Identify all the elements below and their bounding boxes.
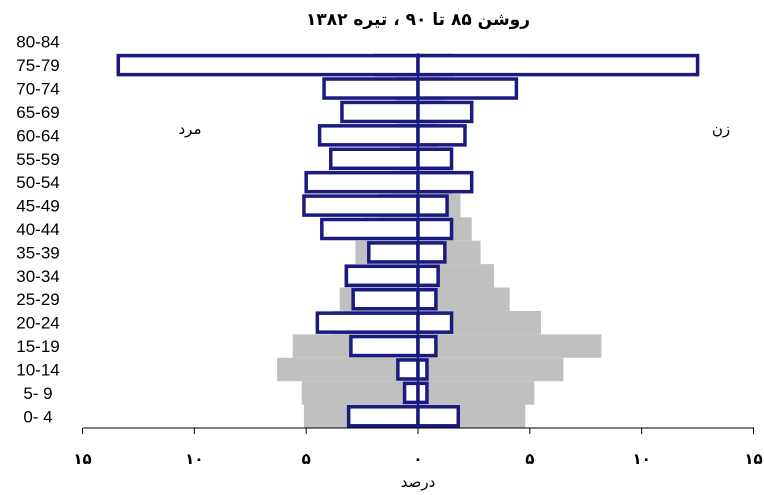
bar-outline-female-25-29 <box>416 287 438 311</box>
x-tick-label: ۰ <box>413 450 422 468</box>
y-tick-label: 65-69 <box>16 103 59 122</box>
y-tick-label: 25-29 <box>16 290 59 309</box>
bar-gray-male-10-14 <box>277 357 418 382</box>
bar-outline-male-65-69 <box>340 100 420 124</box>
bar-outline-male-50-54 <box>304 170 420 194</box>
y-tick-label: 0- 4 <box>23 407 52 426</box>
bar-outline-male-15-19 <box>349 334 420 358</box>
y-ticks: 0- 4 5- 9 10-14 15-19 20-24 25-29 30-34 35-39 40… <box>16 33 59 427</box>
bar-gray-female-10-14 <box>418 357 564 382</box>
bar-outline-female-30-34 <box>416 264 440 288</box>
left-side-label: مرد <box>179 120 202 138</box>
bar-outline-male-70-74 <box>322 77 420 100</box>
bar-outline-female-15-19 <box>416 334 438 358</box>
bar-outline-female-35-39 <box>416 241 447 264</box>
y-tick-label: 45-49 <box>16 197 59 216</box>
bar-outline-male-40-44 <box>320 217 420 241</box>
y-tick-label: 60-64 <box>16 126 59 145</box>
y-tick-label: 70-74 <box>16 80 59 99</box>
y-tick-label: 55-59 <box>16 150 59 169</box>
bar-outline-male-25-29 <box>351 287 420 311</box>
y-tick-label: 75-79 <box>16 56 59 75</box>
x-ticks: ۱۵ ۱۰ ۵ ۰ ۵ ۱۰ ۱۵ <box>73 428 763 468</box>
y-tick-label: 5- 9 <box>23 384 52 403</box>
bar-outline-male-35-39 <box>367 241 420 264</box>
bar-gray-female-25-29 <box>418 287 510 311</box>
bar-outline-female-70-74 <box>416 77 519 100</box>
y-tick-label: 10-14 <box>16 360 59 379</box>
y-tick-label: 35-39 <box>16 243 59 262</box>
x-tick-label: ۱۵ <box>744 450 762 468</box>
y-tick-label: 20-24 <box>16 314 59 333</box>
bar-outline-female-65-69 <box>416 100 474 124</box>
x-tick-label: ۵ <box>302 450 311 468</box>
y-tick-label: 80-84 <box>16 33 59 52</box>
y-tick-label: 40-44 <box>16 220 59 239</box>
bar-outline-female-55-59 <box>416 147 454 171</box>
x-tick-label: ۵ <box>525 450 534 468</box>
bar-gray-female-5-9 <box>418 381 535 405</box>
bar-outline-female-10-14 <box>416 358 429 381</box>
bar-outline-male-0-4 <box>346 405 420 428</box>
right-side-label: زن <box>712 120 730 138</box>
bar-outline-female-75-79 <box>416 53 700 77</box>
bar-outline-male-55-59 <box>329 147 420 171</box>
bar-outline-female-20-24 <box>416 311 454 334</box>
bar-outline-female-0-4 <box>416 405 461 428</box>
x-tick-label: ۱۰ <box>185 450 203 468</box>
bar-gray-female-15-19 <box>418 334 602 358</box>
x-tick-label: ۱۵ <box>73 450 91 468</box>
bar-outline-male-30-34 <box>344 264 420 288</box>
chart-title: روشن ۸۵ تا ۹۰ ، تیره ۱۳۸۲ <box>306 10 530 30</box>
y-tick-label: 30-34 <box>16 267 59 286</box>
bar-gray-male-5-9 <box>301 381 418 405</box>
bar-outline-female-5-9 <box>416 381 429 405</box>
bar-outline-male-20-24 <box>315 311 420 334</box>
bar-outline-female-40-44 <box>416 217 454 241</box>
x-tick-label: ۱۰ <box>633 450 651 468</box>
x-axis-label: درصد <box>401 473 436 491</box>
bar-outline-female-50-54 <box>416 170 474 194</box>
bar-outline-female-45-49 <box>416 194 449 217</box>
y-tick-label: 50-54 <box>16 173 59 192</box>
bar-outline-male-5-9 <box>402 381 420 405</box>
bar-outline-male-75-79 <box>116 53 420 77</box>
bar-outline-male-60-64 <box>317 124 420 147</box>
y-tick-label: 15-19 <box>16 337 59 356</box>
bar-outline-male-45-49 <box>302 194 420 217</box>
bar-outline-male-10-14 <box>396 358 420 381</box>
bar-outline-female-60-64 <box>416 124 467 147</box>
outline-bars <box>116 53 700 428</box>
